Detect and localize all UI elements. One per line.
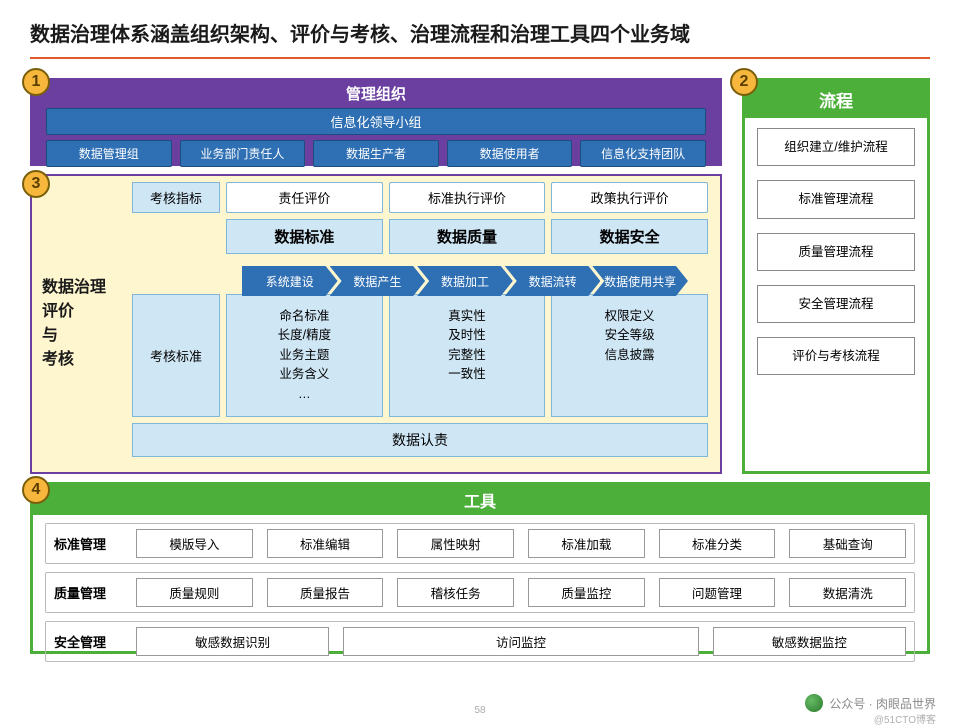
tools-cell: 基础查询 bbox=[789, 529, 906, 558]
tools-cell: 质量报告 bbox=[267, 578, 384, 607]
tools-row: 安全管理敏感数据识别访问监控敏感数据监控 bbox=[45, 621, 915, 662]
tools-cell: 稽核任务 bbox=[397, 578, 514, 607]
standard-column: 命名标准长度/精度业务主题业务含义… bbox=[226, 294, 383, 417]
tools-cell: 敏感数据监控 bbox=[713, 627, 906, 656]
mgmt-cell: 数据管理组 bbox=[46, 140, 172, 167]
tools-cell: 标准编辑 bbox=[267, 529, 384, 558]
tools-title: 工具 bbox=[33, 485, 927, 515]
badge-4: 4 bbox=[22, 476, 50, 504]
tools-cell: 问题管理 bbox=[659, 578, 776, 607]
tools-row-label: 质量管理 bbox=[54, 583, 126, 602]
mgmt-cell: 信息化支持团队 bbox=[580, 140, 706, 167]
badge-3: 3 bbox=[22, 170, 50, 198]
chain-step: 系统建设 bbox=[242, 266, 338, 296]
mgmt-cell: 数据使用者 bbox=[447, 140, 573, 167]
flow-body: 组织建立/维护流程标准管理流程质量管理流程安全管理流程评价与考核流程 bbox=[745, 118, 927, 385]
tools-cell: 模版导入 bbox=[136, 529, 253, 558]
chain-step: 数据使用共享 bbox=[592, 266, 688, 296]
tools-cell: 标准加载 bbox=[528, 529, 645, 558]
pillar-headers: 数据标准数据质量数据安全 bbox=[226, 219, 708, 254]
row-standard: 考核标准 命名标准长度/精度业务主题业务含义…真实性及时性完整性一致性权限定义安… bbox=[132, 294, 708, 417]
eval-side-label: 数据治理评价与考核 bbox=[42, 276, 122, 372]
lifecycle-chain: 系统建设数据产生数据加工数据流转数据使用共享 bbox=[242, 266, 688, 296]
flow-item: 质量管理流程 bbox=[757, 233, 915, 271]
tools-cell: 访问监控 bbox=[343, 627, 698, 656]
title-underline bbox=[30, 57, 930, 59]
tools-cell: 数据清洗 bbox=[789, 578, 906, 607]
badge-1: 1 bbox=[22, 68, 50, 96]
tools-cell: 质量规则 bbox=[136, 578, 253, 607]
panel-management-org: 管理组织 信息化领导小组 数据管理组业务部门责任人数据生产者数据使用者信息化支持… bbox=[30, 78, 722, 166]
standard-column: 真实性及时性完整性一致性 bbox=[389, 294, 546, 417]
flow-item: 组织建立/维护流程 bbox=[757, 128, 915, 166]
flow-item: 安全管理流程 bbox=[757, 285, 915, 323]
panel-tools: 工具 标准管理模版导入标准编辑属性映射标准加载标准分类基础查询质量管理质量规则质… bbox=[30, 482, 930, 654]
mgmt-cell: 数据生产者 bbox=[313, 140, 439, 167]
panel-evaluation: 数据治理评价与考核 考核指标 责任评价标准执行评价政策执行评价 数据标准数据质量… bbox=[30, 174, 722, 474]
tools-row-label: 标准管理 bbox=[54, 534, 126, 553]
panel-process: 流程 组织建立/维护流程标准管理流程质量管理流程安全管理流程评价与考核流程 bbox=[742, 78, 930, 474]
standard-column: 权限定义安全等级信息披露 bbox=[551, 294, 708, 417]
tools-row: 标准管理模版导入标准编辑属性映射标准加载标准分类基础查询 bbox=[45, 523, 915, 564]
indicator-cell: 责任评价 bbox=[226, 182, 383, 213]
chain-step: 数据加工 bbox=[417, 266, 513, 296]
wechat-icon bbox=[805, 694, 823, 712]
chain-step: 数据流转 bbox=[505, 266, 601, 296]
tools-cell: 标准分类 bbox=[659, 529, 776, 558]
mgmt-row: 数据管理组业务部门责任人数据生产者数据使用者信息化支持团队 bbox=[46, 140, 706, 167]
mgmt-leader-group: 信息化领导小组 bbox=[46, 108, 706, 135]
indicator-label: 考核指标 bbox=[132, 182, 220, 213]
mgmt-cell: 业务部门责任人 bbox=[180, 140, 306, 167]
standard-label: 考核标准 bbox=[132, 294, 220, 417]
tools-cell: 质量监控 bbox=[528, 578, 645, 607]
tools-cell: 敏感数据识别 bbox=[136, 627, 329, 656]
watermark-sub: @51CTO博客 bbox=[874, 711, 936, 726]
pillar-header: 数据标准 bbox=[226, 219, 383, 254]
badge-2: 2 bbox=[730, 68, 758, 96]
watermark-text: 公众号 · 肉眼品世界 bbox=[829, 695, 936, 712]
indicator-cell: 政策执行评价 bbox=[551, 182, 708, 213]
flow-item: 评价与考核流程 bbox=[757, 337, 915, 375]
tools-cell: 属性映射 bbox=[397, 529, 514, 558]
tools-body: 标准管理模版导入标准编辑属性映射标准加载标准分类基础查询质量管理质量规则质量报告… bbox=[33, 515, 927, 670]
mgmt-title: 管理组织 bbox=[32, 80, 720, 108]
row-indicator: 考核指标 责任评价标准执行评价政策执行评价 bbox=[132, 182, 708, 213]
tools-row-label: 安全管理 bbox=[54, 632, 126, 651]
indicator-cell: 标准执行评价 bbox=[389, 182, 546, 213]
page-title: 数据治理体系涵盖组织架构、评价与考核、治理流程和治理工具四个业务域 bbox=[0, 0, 960, 53]
flow-item: 标准管理流程 bbox=[757, 180, 915, 218]
data-accountability: 数据认责 bbox=[132, 423, 708, 457]
pillar-header: 数据质量 bbox=[389, 219, 546, 254]
diagram-canvas: 1 2 3 4 管理组织 信息化领导小组 数据管理组业务部门责任人数据生产者数据… bbox=[30, 78, 930, 700]
flow-title: 流程 bbox=[745, 81, 927, 118]
pillar-header: 数据安全 bbox=[551, 219, 708, 254]
watermark: 公众号 · 肉眼品世界 bbox=[805, 694, 936, 712]
chain-step: 数据产生 bbox=[330, 266, 426, 296]
tools-row: 质量管理质量规则质量报告稽核任务质量监控问题管理数据清洗 bbox=[45, 572, 915, 613]
